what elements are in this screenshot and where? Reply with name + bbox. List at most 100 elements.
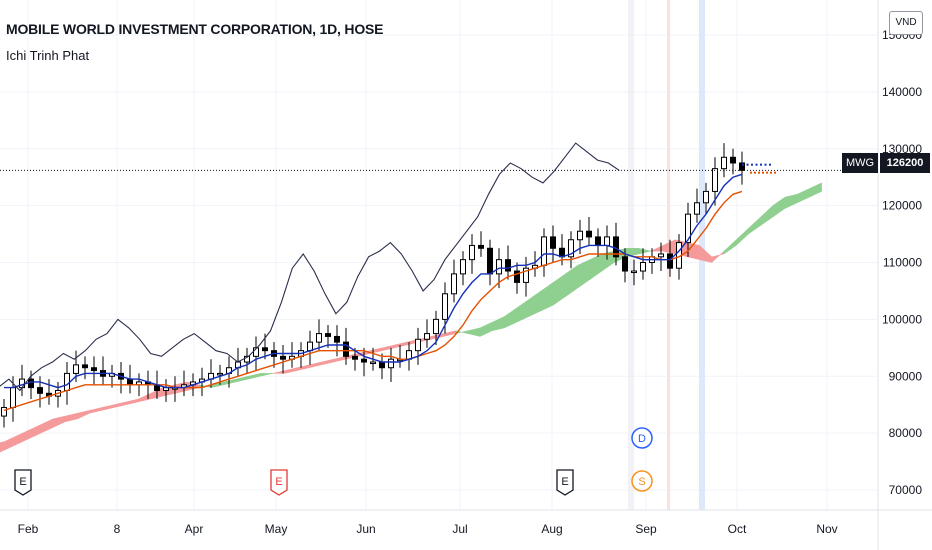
candle-body[interactable] — [262, 347, 268, 352]
candle-body[interactable] — [460, 259, 466, 275]
projection-dot — [755, 163, 758, 166]
candle-body[interactable] — [451, 273, 457, 295]
cloud-segment-bull — [809, 182, 822, 198]
candle-body[interactable] — [37, 387, 43, 394]
candle-body[interactable] — [73, 364, 79, 374]
currency-button[interactable]: VND — [889, 11, 923, 35]
earnings-marker[interactable] — [556, 469, 574, 496]
candle-body[interactable] — [721, 156, 727, 170]
candle-body[interactable] — [316, 333, 322, 343]
candle-body[interactable] — [622, 256, 628, 272]
x-tick-label: Aug — [541, 522, 562, 536]
candle-body[interactable] — [442, 293, 448, 320]
chart-title: MOBILE WORLD INVESTMENT CORPORATION, 1D,… — [6, 21, 384, 37]
candle-body[interactable] — [352, 355, 358, 360]
y-tick-label: 100000 — [882, 312, 922, 326]
projection-dot — [774, 171, 776, 174]
dividend-marker[interactable] — [631, 427, 653, 449]
projection-dot — [769, 163, 771, 166]
event-marker-label: S — [638, 476, 645, 488]
candle-body[interactable] — [433, 318, 439, 335]
candle-body[interactable] — [487, 247, 493, 275]
candle-body[interactable] — [343, 341, 349, 357]
candle-body[interactable] — [667, 253, 673, 269]
candle-body[interactable] — [388, 358, 394, 369]
candle-body[interactable] — [586, 230, 592, 238]
x-tick-label: Feb — [18, 522, 39, 536]
candle-body[interactable] — [415, 338, 421, 352]
projection-dot — [766, 171, 768, 174]
x-tick-label: Apr — [185, 522, 204, 536]
candle-body[interactable] — [694, 202, 700, 215]
candle-body[interactable] — [712, 168, 718, 192]
candle-body[interactable] — [505, 259, 511, 272]
x-tick-label: Oct — [728, 522, 747, 536]
candle-body[interactable] — [730, 156, 736, 164]
candle-body[interactable] — [685, 213, 691, 244]
cloud-segment-bull — [638, 247, 651, 255]
tenkan-line — [4, 173, 743, 389]
candle-body[interactable] — [379, 361, 385, 369]
chikou-line — [0, 142, 620, 392]
y-tick-label: 80000 — [889, 426, 923, 440]
y-tick-label: 70000 — [889, 483, 923, 497]
candle-body[interactable] — [325, 333, 331, 337]
last-price-tag: 126200 — [880, 153, 930, 173]
projection-dot — [742, 163, 744, 166]
candle-body[interactable] — [541, 236, 547, 266]
cloud-segment-bull — [260, 373, 273, 377]
x-tick-label: Sep — [635, 522, 657, 536]
indicator-label[interactable]: Ichi Trinh Phat — [6, 48, 90, 63]
candle-body[interactable] — [28, 378, 34, 389]
candle-body[interactable] — [496, 259, 502, 275]
projection-dot — [751, 163, 753, 166]
candle-body[interactable] — [469, 244, 475, 261]
projection-dot — [750, 171, 752, 174]
candle-body[interactable] — [658, 253, 664, 258]
event-marker-label: E — [19, 476, 26, 488]
candle-body[interactable] — [577, 230, 583, 241]
candle-body[interactable] — [361, 358, 367, 363]
candle-body[interactable] — [64, 372, 70, 391]
x-tick-label: Nov — [816, 522, 837, 536]
candle-body[interactable] — [334, 335, 340, 343]
candle-body[interactable] — [523, 267, 529, 283]
candle-body[interactable] — [514, 270, 520, 283]
candle-body[interactable] — [550, 236, 556, 249]
candle-body[interactable] — [244, 355, 250, 363]
earnings-marker[interactable] — [14, 469, 32, 496]
candle-body[interactable] — [280, 355, 286, 360]
candle-body[interactable] — [595, 236, 601, 246]
candle-body[interactable] — [370, 361, 376, 365]
projection-dot — [758, 171, 760, 174]
projection-dot — [746, 163, 749, 166]
event-marker-label: D — [638, 433, 646, 445]
candle-body[interactable] — [478, 244, 484, 249]
candle-body[interactable] — [127, 378, 133, 386]
projection-dot — [760, 163, 762, 166]
y-tick-label: 120000 — [882, 199, 922, 213]
projection-dot — [762, 171, 764, 174]
candle-body[interactable] — [307, 341, 313, 352]
candle-body[interactable] — [568, 239, 574, 258]
x-tick-label: Jul — [452, 522, 467, 536]
split-marker[interactable] — [631, 470, 653, 492]
candle-body[interactable] — [604, 236, 610, 246]
candle-body[interactable] — [424, 333, 430, 340]
candle-body[interactable] — [82, 364, 88, 369]
candle-body[interactable] — [703, 190, 709, 204]
candle-body[interactable] — [91, 367, 97, 372]
earnings-marker[interactable] — [270, 469, 288, 496]
candle-body[interactable] — [631, 270, 637, 274]
candle-body[interactable] — [1, 407, 7, 417]
x-tick-label: 8 — [114, 522, 121, 536]
y-tick-label: 130000 — [882, 142, 922, 156]
y-tick-label: 90000 — [889, 369, 923, 383]
candle-body[interactable] — [10, 387, 16, 409]
candle-body[interactable] — [640, 262, 646, 272]
y-tick-label: 140000 — [882, 85, 922, 99]
candle-body[interactable] — [19, 378, 25, 389]
candle-body[interactable] — [217, 372, 223, 376]
